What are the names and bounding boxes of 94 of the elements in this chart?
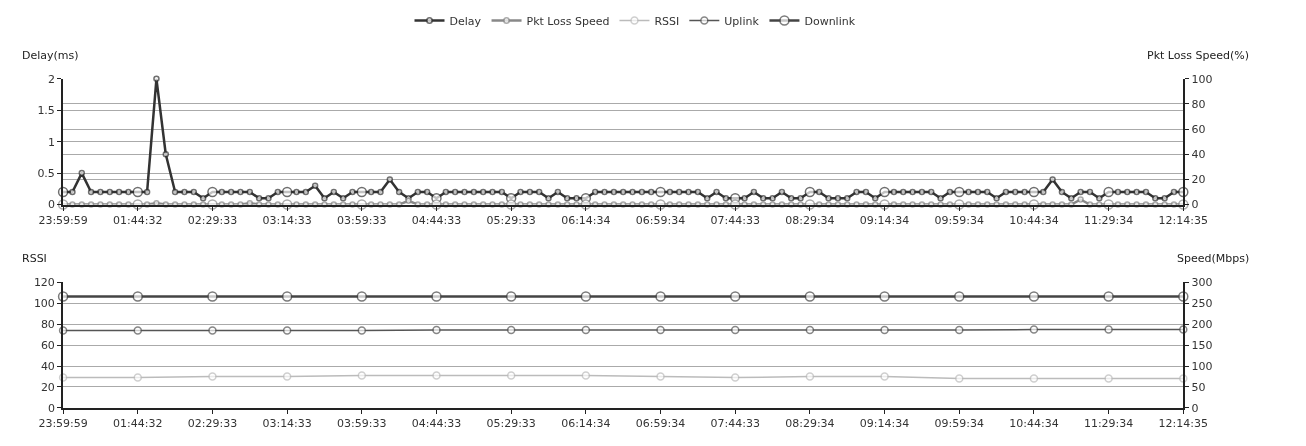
x-tick-label: 11:29:34: [1083, 417, 1134, 431]
point: [132, 291, 144, 302]
y-tick-label: 0: [47, 401, 55, 415]
x-tick-label: 03:14:33: [262, 417, 312, 431]
y2-tick-label: 60: [1191, 122, 1206, 136]
point: [357, 326, 367, 335]
y-tick-label: 1: [47, 135, 55, 149]
x-tick-label: 11:29:34: [1083, 213, 1134, 227]
x-tick-label: 06:14:34: [561, 417, 611, 431]
point: [730, 325, 740, 335]
point: [805, 325, 815, 335]
y2-tick-label: 300: [1191, 276, 1213, 290]
x-tick-label: 23:59:59: [38, 213, 88, 227]
y-tick-label: 1.5: [37, 104, 55, 118]
y-tick-label: 2: [47, 72, 55, 86]
x-tick-label: 02:29:33: [187, 417, 238, 431]
point: [356, 291, 368, 302]
y2-tick-label: 200: [1191, 317, 1213, 331]
y2-axis-title: Pkt Loss Speed(%): [1147, 49, 1249, 62]
x-tick-label: 09:59:34: [934, 213, 984, 227]
point: [431, 291, 442, 302]
y-tick-label: 80: [40, 317, 55, 331]
y2-tick-label: 0: [1191, 198, 1199, 212]
y2-tick-label: 40: [1191, 148, 1206, 162]
point: [1103, 291, 1114, 302]
y-axis-title: Delay(ms): [22, 49, 79, 62]
point: [954, 291, 965, 302]
x-tick-label: 09:14:34: [859, 417, 910, 431]
point: [580, 291, 592, 302]
x-tick-label: 03:59:33: [337, 213, 387, 227]
x-tick-label: 23:59:59: [38, 417, 88, 431]
x-tick-label: 10:44:34: [1009, 417, 1059, 431]
point: [207, 291, 218, 302]
y2-tick-label: 150: [1191, 338, 1213, 352]
y2-tick-label: 100: [1191, 359, 1213, 373]
x-tick-label: 01:44:32: [113, 417, 163, 431]
point: [432, 325, 441, 335]
x-tick-label: 08:29:34: [785, 213, 835, 227]
legend-label: RSSI: [654, 14, 680, 28]
point: [133, 326, 143, 335]
point: [804, 291, 816, 302]
y-tick-label: 60: [40, 338, 55, 352]
point: [1104, 325, 1113, 334]
x-tick-label: 12:14:35: [1158, 213, 1208, 227]
x-tick-label: 10:44:34: [1009, 213, 1059, 227]
x-tick-label: 03:59:33: [337, 417, 387, 431]
x-tick-label: 05:29:33: [486, 417, 536, 431]
x-tick-label: 06:59:34: [635, 417, 686, 431]
point: [656, 325, 665, 335]
x-tick-label: 06:59:34: [635, 213, 686, 227]
legend-label: Delay: [449, 14, 482, 28]
y-tick-label: 120: [33, 276, 55, 290]
point: [729, 291, 741, 302]
x-tick-label: 06:14:34: [561, 213, 611, 227]
x-tick-label: 12:14:35: [1158, 417, 1208, 431]
point: [208, 326, 217, 335]
point: [879, 291, 890, 302]
point: [281, 291, 293, 302]
y-axis-title: RSSI: [22, 252, 47, 265]
legend-label: Pkt Loss Speed: [526, 14, 610, 28]
point: [955, 325, 964, 335]
point: [505, 291, 517, 302]
y-tick-label: 20: [40, 380, 55, 394]
x-tick-label: 04:44:33: [411, 213, 462, 227]
y2-tick-label: 250: [1191, 297, 1213, 311]
point: [1029, 325, 1039, 334]
point: [880, 325, 889, 335]
legend-label: Downlink: [804, 14, 856, 28]
x-tick-label: 08:29:34: [785, 417, 835, 431]
y2-tick-label: 80: [1191, 97, 1206, 111]
y2-tick-label: 50: [1191, 380, 1206, 394]
y-tick-label: 100: [33, 297, 55, 311]
x-tick-label: 09:59:34: [934, 417, 984, 431]
x-tick-label: 04:44:33: [411, 417, 462, 431]
point: [1028, 291, 1040, 302]
y2-tick-label: 20: [1191, 173, 1206, 187]
y-tick-label: 40: [40, 359, 55, 373]
y-tick-label: 0.5: [37, 166, 55, 180]
point: [282, 326, 292, 335]
y2-tick-label: 100: [1191, 72, 1213, 86]
x-tick-label: 07:44:33: [710, 417, 760, 431]
x-tick-label: 07:44:33: [710, 213, 760, 227]
legend-label: Uplink: [724, 14, 760, 28]
x-tick-label: 05:29:33: [486, 213, 536, 227]
point: [655, 291, 666, 302]
x-tick-label: 09:14:34: [859, 213, 910, 227]
y-tick-label: 0: [47, 198, 55, 212]
y2-tick-label: 0: [1191, 401, 1199, 415]
y2-axis-title: Speed(Mbps): [1177, 252, 1250, 265]
x-tick-label: 03:14:33: [262, 213, 312, 227]
x-tick-label: 01:44:32: [113, 213, 163, 227]
point: [506, 325, 516, 335]
x-tick-label: 02:29:33: [187, 213, 238, 227]
point: [581, 325, 591, 335]
